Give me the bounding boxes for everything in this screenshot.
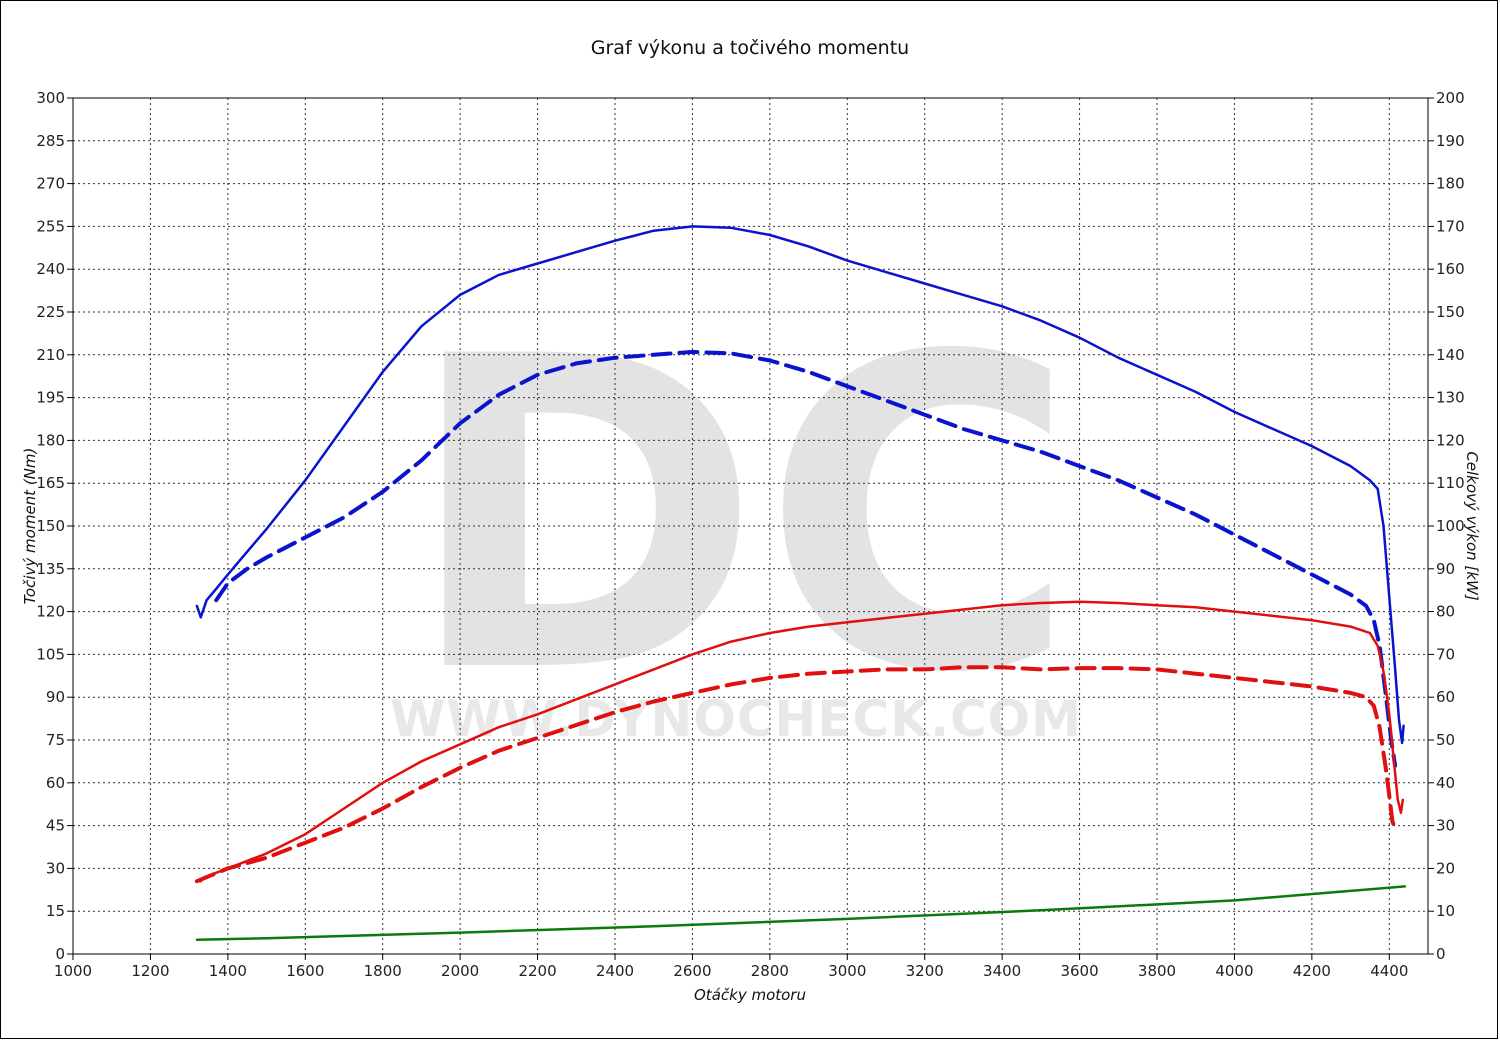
plot-border	[72, 97, 1429, 955]
x-tick-label: 2200	[518, 962, 556, 980]
y-axis-right-label: Celkový výkon [kW]	[1463, 451, 1481, 601]
x-tick-label: 1400	[209, 962, 247, 980]
y-left-tick-label: 60	[46, 774, 65, 792]
watermark: DC WWW.DYNOCHECK.COM	[390, 267, 1082, 767]
y-left-tick-label: 105	[36, 645, 65, 663]
y-left-tick-label: 0	[55, 945, 65, 963]
y-right-tick-label: 100	[1436, 517, 1465, 535]
x-tick-label: 1600	[286, 962, 324, 980]
y-right-tick-label: 0	[1436, 945, 1446, 963]
y-left-tick-label: 135	[36, 560, 65, 578]
y-right-tick-label: 40	[1436, 774, 1455, 792]
x-tick-label: 2600	[673, 962, 711, 980]
y-left-tick-label: 285	[36, 132, 65, 150]
y-left-tick-label: 30	[46, 859, 65, 877]
x-tick-label: 3600	[1060, 962, 1098, 980]
y-left-tick-label: 180	[36, 431, 65, 449]
y-left-tick-label: 255	[36, 217, 65, 235]
y-left-tick-label: 270	[36, 175, 65, 193]
y-right-tick-label: 20	[1436, 859, 1455, 877]
y-right-tick-label: 140	[1436, 346, 1465, 364]
y-left-tick-label: 90	[46, 688, 65, 706]
x-tick-label: 2400	[596, 962, 634, 980]
x-tick-label: 4000	[1215, 962, 1253, 980]
y-right-tick-label: 180	[1436, 175, 1465, 193]
y-left-tick-label: 300	[36, 89, 65, 107]
y-left-tick-label: 150	[36, 517, 65, 535]
tick-labels: 0 15 30 45 60 75 90 105 120 135 150 165 180 195 210 225…	[36, 89, 1464, 980]
x-tick-label: 4200	[1293, 962, 1331, 980]
y-right-tick-label: 10	[1436, 902, 1455, 920]
x-tick-label: 4400	[1370, 962, 1408, 980]
series-line-3	[195, 600, 1405, 883]
y-right-tick-label: 160	[1436, 260, 1465, 278]
series-group	[194, 225, 1407, 941]
y-left-tick-label: 165	[36, 474, 65, 492]
y-left-tick-label: 45	[46, 817, 65, 835]
y-right-tick-label: 150	[1436, 303, 1465, 321]
x-tick-label: 3400	[983, 962, 1021, 980]
series-line-1	[195, 225, 1405, 745]
y-right-tick-label: 200	[1436, 89, 1465, 107]
y-left-tick-label: 240	[36, 260, 65, 278]
chart-title: Graf výkonu a točivého momentu	[591, 37, 909, 59]
y-right-tick-label: 50	[1436, 731, 1455, 749]
y-right-tick-label: 30	[1436, 817, 1455, 835]
y-left-tick-label: 15	[46, 902, 65, 920]
y-right-tick-label: 190	[1436, 132, 1465, 150]
x-tick-label: 1200	[131, 962, 169, 980]
y-right-tick-label: 90	[1436, 560, 1455, 578]
y-right-tick-label: 60	[1436, 688, 1455, 706]
y-left-tick-label: 120	[36, 603, 65, 621]
x-tick-label: 2000	[441, 962, 479, 980]
y-right-tick-label: 80	[1436, 603, 1455, 621]
grid	[67, 97, 1434, 960]
y-right-tick-label: 130	[1436, 389, 1465, 407]
y-right-tick-label: 170	[1436, 217, 1465, 235]
y-left-tick-label: 195	[36, 389, 65, 407]
watermark-url: WWW.DYNOCHECK.COM	[390, 690, 1082, 748]
series-line-5	[195, 885, 1407, 941]
x-tick-label: 1000	[54, 962, 92, 980]
series-line-2	[214, 349, 1398, 768]
x-tick-label: 1800	[364, 962, 402, 980]
y-axis-left-label: Točivý moment (Nm)	[21, 448, 39, 605]
y-right-tick-label: 110	[1436, 474, 1465, 492]
x-tick-label: 2800	[751, 962, 789, 980]
y-left-tick-label: 225	[36, 303, 65, 321]
x-axis-label: Otáčky motoru	[694, 986, 806, 1004]
y-left-tick-label: 210	[36, 346, 65, 364]
x-tick-label: 3800	[1138, 962, 1176, 980]
x-tick-label: 3000	[828, 962, 866, 980]
series-line-4	[194, 665, 1396, 884]
y-right-tick-label: 120	[1436, 431, 1465, 449]
y-right-tick-label: 70	[1436, 645, 1455, 663]
y-left-tick-label: 75	[46, 731, 65, 749]
x-tick-label: 3200	[906, 962, 944, 980]
